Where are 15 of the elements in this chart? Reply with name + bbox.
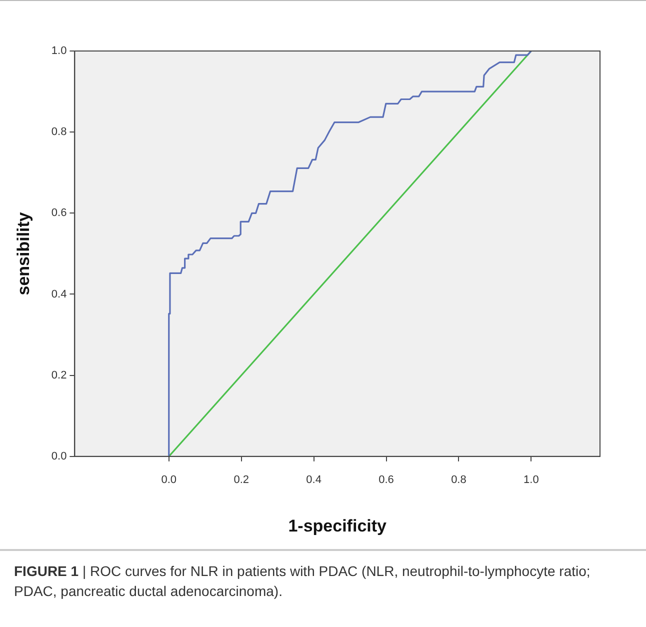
x-tick-label: 0.2 bbox=[234, 474, 249, 486]
x-tick-label: 1.0 bbox=[524, 474, 539, 486]
y-tick-label: 1.0 bbox=[51, 45, 67, 58]
y-tick-label: 0.8 bbox=[51, 126, 67, 138]
x-tick-label: 0.0 bbox=[161, 474, 177, 486]
x-tick-label: 0.8 bbox=[451, 474, 466, 486]
caption: FIGURE 1 | ROC curves for NLR in patients with PDAC (NLR, neutrophil-to-lymphocyte ratio; PDAC, pancreatic ductal adenocarcinoma). bbox=[14, 562, 592, 601]
y-tick-label: 0.4 bbox=[51, 288, 67, 300]
x-tick-label: 0.4 bbox=[306, 474, 322, 486]
y-axis-title: sensibility bbox=[14, 212, 33, 296]
y-tick-label: 0.0 bbox=[51, 450, 67, 462]
x-tick-label: 0.6 bbox=[378, 474, 394, 486]
x-axis-title: 1-specificity bbox=[288, 516, 388, 536]
y-tick-label: 0.2 bbox=[51, 369, 67, 382]
y-tick-label: 0.6 bbox=[51, 207, 67, 220]
